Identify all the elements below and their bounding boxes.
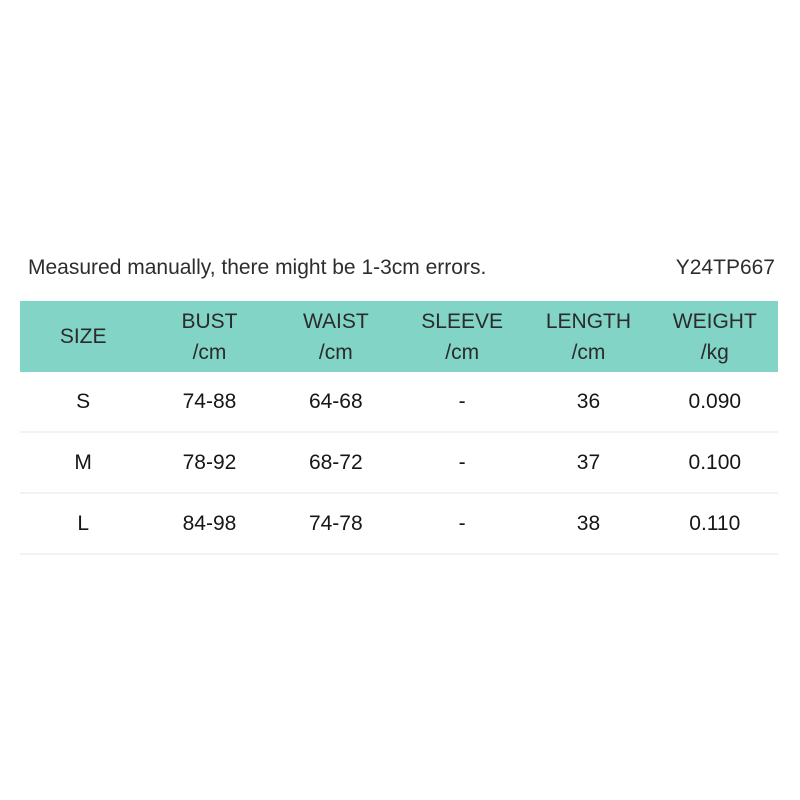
column-label: BUST: [181, 309, 238, 333]
product-code: Y24TP667: [675, 256, 775, 279]
column-unit: /cm: [445, 340, 480, 364]
column-header-length: LENGTH/cm: [525, 301, 651, 372]
table-row: S 74-88 64-68 - 36 0.090: [20, 372, 778, 433]
column-unit: /kg: [700, 340, 729, 364]
column-header-bust: BUST/cm: [146, 301, 272, 372]
cell-length: 38: [576, 511, 601, 535]
column-header-weight: WEIGHT/kg: [652, 301, 778, 372]
size-table: SIZE BUST/cm WAIST/cm SLEEVE/cm LENGTH/cm WEI…: [20, 301, 778, 555]
cell-bust: 74-88: [182, 389, 237, 413]
cell-weight: 0.110: [689, 511, 741, 535]
column-label: WAIST: [302, 309, 369, 333]
cell-waist: 74-78: [308, 511, 363, 535]
cell-bust: 78-92: [182, 450, 237, 474]
column-label: LENGTH: [545, 309, 632, 333]
column-header-sleeve: SLEEVE/cm: [399, 301, 525, 372]
cell-sleeve: -: [458, 511, 466, 535]
cell-length: 36: [576, 389, 601, 413]
table-row: M 78-92 68-72 - 37 0.100: [20, 433, 778, 494]
table-row: L 84-98 74-78 - 38 0.110: [20, 494, 778, 555]
note-row: Measured manually, there might be 1-3cm …: [28, 254, 775, 282]
cell-bust: 84-98: [182, 511, 237, 535]
column-label: SIZE: [59, 325, 107, 348]
column-unit: /cm: [571, 340, 606, 364]
column-label: WEIGHT: [672, 309, 757, 333]
cell-length: 37: [576, 450, 601, 474]
size-table-header: SIZE BUST/cm WAIST/cm SLEEVE/cm LENGTH/cm WEI…: [20, 301, 778, 372]
column-unit: /cm: [192, 340, 227, 364]
column-header-waist: WAIST/cm: [273, 301, 399, 372]
cell-size: S: [76, 389, 91, 413]
cell-waist: 68-72: [308, 450, 363, 474]
cell-size: M: [74, 450, 92, 474]
cell-waist: 64-68: [308, 389, 363, 413]
cell-weight: 0.090: [688, 389, 742, 413]
column-unit: /cm: [318, 340, 353, 364]
cell-sleeve: -: [458, 389, 466, 413]
column-label: SLEEVE: [421, 309, 503, 333]
cell-size: L: [77, 511, 89, 535]
cell-weight: 0.100: [688, 450, 742, 474]
measurement-note: Measured manually, there might be 1-3cm …: [28, 256, 487, 279]
cell-sleeve: -: [458, 450, 466, 474]
column-header-size: SIZE: [20, 301, 146, 372]
size-table-body: S 74-88 64-68 - 36 0.090 M 78-92 68-72 - 37 0.100 L 8…: [20, 372, 778, 555]
